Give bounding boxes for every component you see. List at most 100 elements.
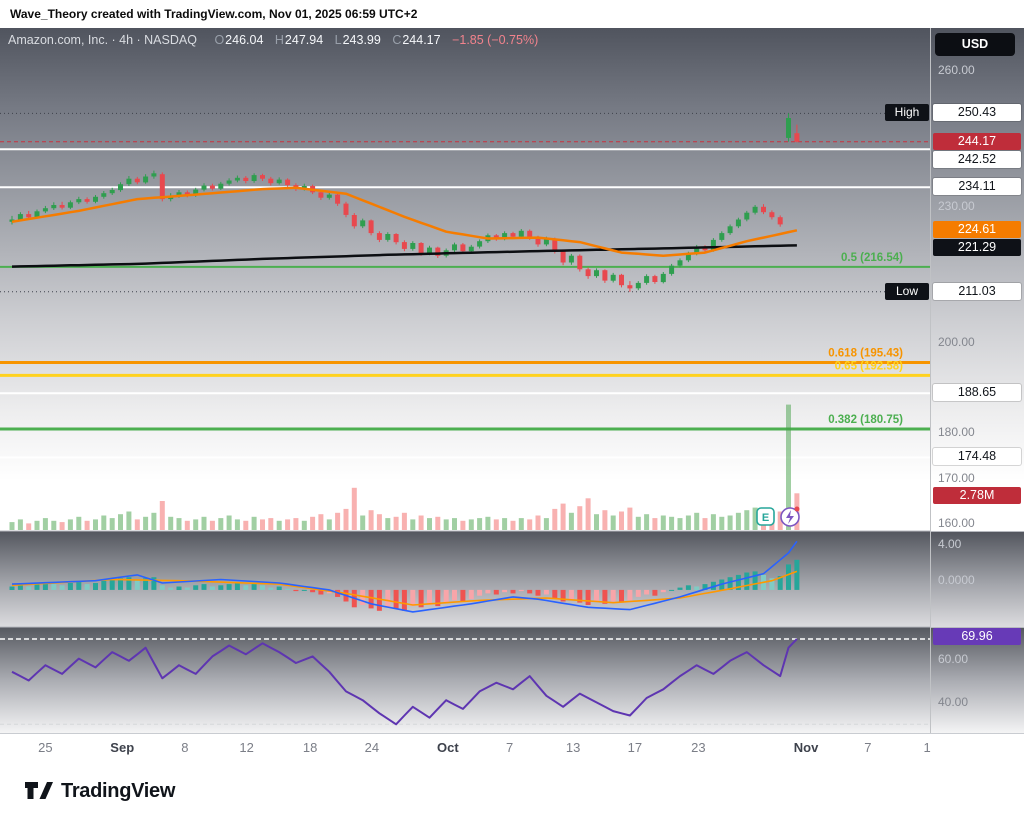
candle[interactable] (151, 170, 157, 179)
macd-histogram-bar (184, 587, 190, 590)
candle[interactable] (619, 273, 624, 288)
chart-canvas[interactable]: 0.5 (216.54) 0.618 (195.43) 0.65 (192.58) 0… (0, 28, 930, 733)
candle[interactable] (318, 190, 324, 201)
volume-bar (552, 508, 558, 530)
candle[interactable] (67, 200, 73, 210)
candle[interactable] (744, 210, 750, 222)
candle[interactable] (226, 178, 232, 186)
candle[interactable] (627, 281, 633, 292)
volume-bar (452, 518, 457, 530)
candle[interactable] (594, 268, 599, 278)
price-scale-label: 260.00 (938, 63, 975, 77)
volume-bar (669, 516, 675, 530)
candle[interactable] (285, 178, 291, 187)
macd-histogram-bar (84, 584, 90, 590)
candle[interactable] (243, 176, 249, 184)
candle[interactable] (660, 272, 666, 284)
candle[interactable] (118, 182, 123, 192)
candle[interactable] (786, 113, 791, 142)
candle[interactable] (568, 253, 574, 265)
candle[interactable] (677, 258, 683, 268)
currency-button[interactable]: USD (935, 33, 1015, 56)
candle[interactable] (719, 231, 725, 242)
macd-histogram-bar (777, 576, 783, 590)
candle[interactable] (560, 249, 566, 266)
candle[interactable] (727, 224, 733, 235)
volume-bar (34, 520, 40, 530)
candle[interactable] (669, 263, 675, 276)
candle[interactable] (452, 242, 457, 253)
macd-histogram-bar (368, 589, 374, 609)
candle[interactable] (59, 201, 65, 210)
volume-bar (635, 516, 641, 530)
low-tag: Low (885, 283, 929, 300)
candle[interactable] (101, 191, 107, 199)
candle[interactable] (76, 196, 82, 205)
candle[interactable] (368, 219, 374, 236)
candle[interactable] (794, 124, 800, 143)
candle[interactable] (376, 231, 382, 243)
price-scale[interactable]: USD 260.00 230.00 200.00 180.00 170.00 160.00… (885, 28, 1024, 733)
macd-histogram-bar (26, 586, 32, 590)
volume-bar (418, 515, 424, 530)
time-axis-label: 12 (239, 740, 254, 755)
candle[interactable] (577, 254, 583, 272)
candle[interactable] (143, 174, 149, 184)
candle[interactable] (610, 272, 616, 283)
volume-bar (535, 515, 541, 530)
events-lightning-icon[interactable] (780, 506, 800, 527)
candle[interactable] (360, 218, 366, 229)
candle[interactable] (652, 274, 658, 284)
high-value: 247.94 (284, 33, 324, 47)
candle[interactable] (93, 195, 98, 204)
candle[interactable] (51, 202, 57, 210)
candle[interactable] (276, 177, 282, 185)
candle[interactable] (385, 232, 391, 242)
candle[interactable] (134, 176, 140, 185)
attribution-bar: Wave_Theory created with TradingView.com… (0, 0, 1024, 28)
candle[interactable] (635, 281, 641, 291)
candle[interactable] (351, 213, 357, 229)
candle[interactable] (769, 210, 775, 220)
candle[interactable] (761, 204, 766, 215)
candle[interactable] (209, 183, 215, 191)
volume-bar (26, 523, 32, 530)
candle[interactable] (777, 215, 783, 227)
time-axis-label: 25 (38, 740, 53, 755)
candle[interactable] (126, 176, 132, 186)
macd-histogram-bar (577, 589, 583, 603)
macd-histogram-bar (510, 589, 516, 594)
candle[interactable] (201, 183, 207, 192)
volume-bar (301, 520, 307, 530)
volume-bar (293, 518, 299, 530)
candle[interactable] (109, 187, 115, 195)
candle[interactable] (401, 240, 407, 252)
candle[interactable] (735, 217, 741, 229)
candle[interactable] (268, 176, 274, 186)
volume-bar (201, 516, 207, 530)
candle[interactable] (752, 205, 758, 215)
macd-histogram-bar (610, 589, 616, 602)
candle[interactable] (644, 274, 650, 285)
candle[interactable] (42, 205, 48, 214)
macd-histogram-bar (518, 589, 524, 592)
time-axis[interactable]: 25 Sep 8 12 18 24 Oct 7 13 17 23 Nov 7 1 (0, 733, 1024, 762)
earnings-icon[interactable]: E (756, 507, 775, 526)
candle[interactable] (218, 181, 224, 190)
volume-bar (685, 515, 691, 530)
candle[interactable] (234, 175, 240, 183)
candle[interactable] (335, 193, 341, 206)
candle[interactable] (343, 201, 349, 218)
candle[interactable] (602, 269, 608, 283)
candle[interactable] (260, 173, 265, 181)
candle[interactable] (585, 267, 591, 279)
candle[interactable] (84, 197, 90, 204)
candle[interactable] (251, 173, 257, 183)
candle[interactable] (326, 192, 332, 200)
svg-text:0.382 (180.75): 0.382 (180.75) (828, 414, 903, 426)
candle[interactable] (410, 241, 416, 251)
tradingview-logo[interactable]: TradingView (24, 778, 175, 804)
price-scale-boxed-label: 211.03 (933, 283, 1021, 300)
candle[interactable] (393, 233, 399, 245)
candle[interactable] (477, 239, 483, 249)
